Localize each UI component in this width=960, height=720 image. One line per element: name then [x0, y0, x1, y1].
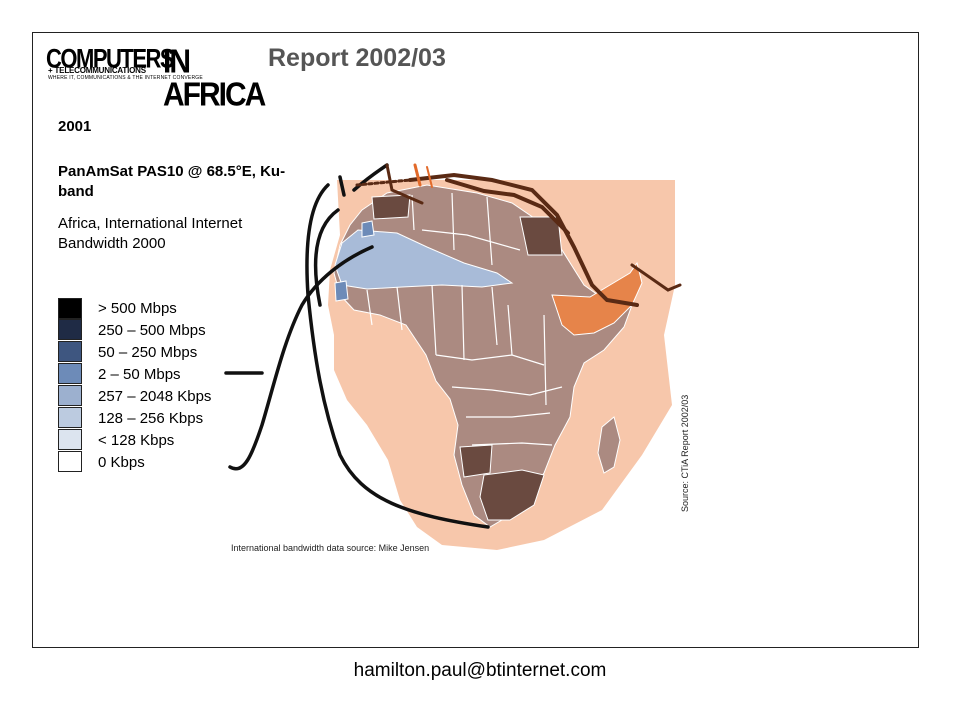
- logo-telecom-line: + TELECOMMUNICATIONS: [48, 66, 146, 75]
- report-source-credit: Source: CTiA Report 2002/03: [680, 394, 690, 512]
- footer-email: hamilton.paul@btinternet.com: [353, 660, 607, 681]
- satellite-name: PanAmSat PAS10 @ 68.5°E, Ku-band: [58, 163, 286, 200]
- legend-swatch: [58, 407, 82, 428]
- legend-label: 50 – 250 Mbps: [98, 344, 198, 361]
- legend-label: 128 – 256 Kbps: [98, 410, 204, 427]
- legend-swatch: [58, 341, 82, 362]
- legend-label: 2 – 50 Mbps: [98, 366, 181, 383]
- legend-swatch: [58, 429, 82, 450]
- legend-label: < 128 Kbps: [98, 432, 175, 449]
- senegal-blue: [334, 280, 349, 302]
- africa-bandwidth-map: [222, 155, 687, 555]
- data-source-credit: International bandwidth data source: Mik…: [231, 543, 430, 553]
- south-africa-dark: [479, 469, 545, 521]
- legend-label: > 500 Mbps: [98, 300, 177, 317]
- egypt-dark: [519, 216, 563, 256]
- east-beam-highlight: [551, 261, 643, 336]
- legend-swatch: [58, 451, 82, 472]
- year-heading: 2001: [58, 118, 92, 135]
- legend-swatch: [58, 298, 82, 319]
- north-blue-patch: [361, 220, 375, 238]
- legend-swatch: [58, 363, 82, 384]
- logo-word-computers: COMPUTERS: [46, 43, 175, 74]
- map-svg: [224, 163, 682, 550]
- computers-in-africa-logo: COMPUTERS IN AFRICA + TELECOMMUNICATIONS…: [46, 43, 266, 111]
- cable-routes: [355, 163, 682, 307]
- legend-swatch: [58, 385, 82, 406]
- country-borders: [366, 192, 563, 446]
- legend-swatch: [58, 319, 82, 340]
- logo-tagline: WHERE IT, COMMUNICATIONS & THE INTERNET …: [48, 75, 203, 81]
- footprint-curves: [224, 163, 490, 529]
- report-title: Report 2002/03: [268, 44, 446, 72]
- southern-state-dark: [459, 444, 493, 478]
- map-title: Africa, International Internet Bandwidth…: [58, 215, 243, 252]
- logo-word-in-africa: IN AFRICA: [163, 43, 266, 114]
- legend-label: 250 – 500 Mbps: [98, 322, 206, 339]
- legend-label: 0 Kbps: [98, 454, 145, 471]
- legend-label: 257 – 2048 Kbps: [98, 388, 212, 405]
- madagascar: [597, 416, 621, 474]
- maghreb-dark: [371, 194, 411, 220]
